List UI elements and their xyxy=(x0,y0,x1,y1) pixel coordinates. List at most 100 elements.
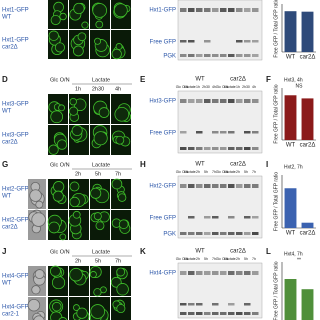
band xyxy=(212,271,219,275)
band xyxy=(188,216,195,219)
time-label: 7h xyxy=(115,258,121,264)
band xyxy=(236,147,243,150)
band xyxy=(228,216,235,219)
strain-label: WT xyxy=(195,77,205,83)
strain-label: Hxt3-GFP xyxy=(2,133,29,139)
y-axis-label: Free GFP / Total GFP ratio xyxy=(273,84,279,143)
band xyxy=(188,184,195,188)
band xyxy=(196,54,203,57)
cell xyxy=(29,189,42,202)
y-axis-label: Free GFP / Total GFP ratio xyxy=(273,172,279,231)
band xyxy=(196,99,203,103)
cell xyxy=(33,315,45,320)
band xyxy=(220,131,227,134)
band xyxy=(220,8,227,12)
band xyxy=(212,216,219,219)
band xyxy=(204,232,211,235)
bar xyxy=(301,11,314,52)
bar xyxy=(301,222,314,228)
band xyxy=(236,8,243,12)
lane-label: 4h xyxy=(212,85,216,89)
band xyxy=(252,147,259,150)
time-header: Lactate xyxy=(92,249,110,255)
time-label: 5h xyxy=(95,171,101,177)
blot-label: Hxt1-GFP xyxy=(149,8,176,14)
cell xyxy=(95,221,105,231)
band xyxy=(228,131,235,134)
lane-label: 2h30 xyxy=(202,85,210,89)
band xyxy=(228,54,235,57)
cell xyxy=(111,48,122,60)
time-label: 4h xyxy=(115,86,121,92)
lane-label: 2h xyxy=(196,257,200,261)
panel-letter: J xyxy=(2,247,6,256)
band xyxy=(204,54,211,57)
strain-label: car2Δ xyxy=(230,249,246,255)
band xyxy=(180,312,187,315)
cell xyxy=(76,307,88,319)
strain-label: Hxt2-GFP xyxy=(2,218,29,224)
strain-label: car2-1 xyxy=(2,312,20,318)
band xyxy=(228,147,235,150)
lane-label: 2h xyxy=(236,170,240,174)
band xyxy=(252,131,259,134)
cell xyxy=(35,200,44,209)
annotation: NS xyxy=(296,83,304,89)
band xyxy=(180,147,187,150)
lane-label: 5h xyxy=(204,170,208,174)
time-header: Glc O/N xyxy=(50,162,70,168)
x-tick-label: car2Δ xyxy=(300,231,316,237)
band xyxy=(196,303,203,306)
band xyxy=(252,40,259,43)
cell xyxy=(90,304,106,319)
cell xyxy=(94,37,102,45)
band xyxy=(196,271,203,275)
cell xyxy=(31,212,46,227)
blot-label: PGK xyxy=(163,54,176,60)
time-label: 5h xyxy=(95,258,101,264)
band xyxy=(188,232,195,235)
blot-label: Hxt3-GFP xyxy=(149,99,176,105)
band xyxy=(212,147,219,150)
band xyxy=(196,131,203,134)
band xyxy=(252,216,259,219)
band xyxy=(252,184,259,188)
lane-label: Lactate xyxy=(224,85,236,89)
strain-label: WT xyxy=(2,281,12,287)
band xyxy=(212,8,219,12)
cell xyxy=(71,125,83,137)
cell xyxy=(58,104,66,112)
time-header: Lactate xyxy=(92,77,110,83)
band xyxy=(228,8,235,12)
cell xyxy=(92,3,108,18)
band xyxy=(236,271,243,275)
lane-label: 4h xyxy=(252,85,256,89)
cell xyxy=(93,131,108,146)
band xyxy=(228,232,235,235)
cell xyxy=(90,187,102,199)
band xyxy=(180,303,187,306)
chart-title: Hxt3, 4h xyxy=(284,77,303,83)
lane-label: 5h xyxy=(244,170,248,174)
lane-label: 2h xyxy=(196,170,200,174)
band xyxy=(188,54,195,57)
band xyxy=(204,99,211,103)
cell xyxy=(31,285,41,295)
cell xyxy=(52,190,64,202)
cell xyxy=(69,267,83,282)
cell xyxy=(68,106,79,116)
band xyxy=(236,312,243,315)
panel-letter: L xyxy=(266,247,271,256)
band xyxy=(244,8,251,12)
band xyxy=(244,303,251,306)
lane-label: Glc O/N xyxy=(176,85,189,89)
band xyxy=(236,40,243,43)
band xyxy=(236,54,243,57)
band xyxy=(228,99,235,103)
lane-label: Glc O/N xyxy=(176,170,189,174)
bar xyxy=(284,279,297,320)
band xyxy=(244,232,251,235)
lane-label: 1h xyxy=(196,85,200,89)
band xyxy=(244,312,251,315)
